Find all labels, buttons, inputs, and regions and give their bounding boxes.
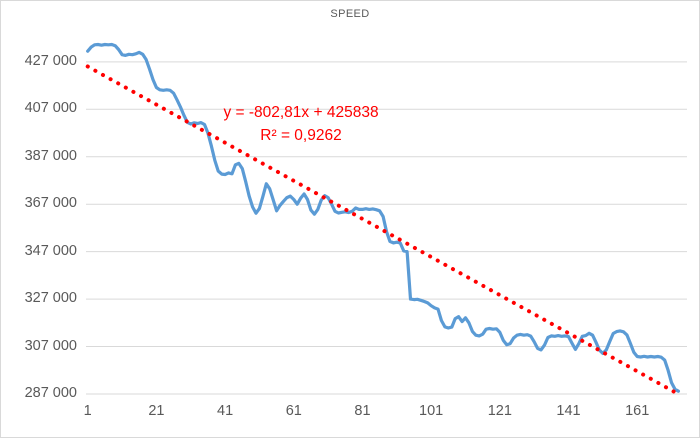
x-axis-tick-label: 141 [556,403,581,419]
trendline-equation-text: y = -802,81x + 425838 [223,104,379,121]
series-line[interactable] [86,42,681,393]
y-axis-tick-label: 347 000 [24,242,77,259]
r-squared-text: R² = 0,9262 [260,127,342,144]
x-axis-tick-label: 161 [625,403,650,419]
y-axis-tick-label: 427 000 [24,52,77,69]
trendline-dotted[interactable] [85,64,681,396]
x-axis-tick-label: 121 [487,403,512,419]
trendline-group [85,64,681,396]
x-axis-tick-label: 1 [83,403,92,419]
x-axis-tick-label: 81 [354,403,371,419]
y-axis-tick-label: 327 000 [24,290,77,307]
x-axis-tick-label: 21 [148,403,165,419]
y-axis-tick-label: 287 000 [24,385,77,401]
x-axis-tick-label: 41 [217,403,234,419]
x-axis-tick-label: 101 [419,403,444,419]
chart-title: SPEED [330,8,370,20]
y-axis-tick-label: 387 000 [24,147,77,164]
x-axis-tick-label: 61 [285,403,302,419]
gridlines [86,61,687,395]
series-line-group [86,42,681,393]
y-axis-tick-label: 307 000 [24,337,77,354]
y-axis-tick-label: 367 000 [24,195,77,212]
y-axis-tick-label: 407 000 [24,100,77,117]
trendline-label: y = -802,81x + 425838 R² = 0,9262 [189,101,413,147]
